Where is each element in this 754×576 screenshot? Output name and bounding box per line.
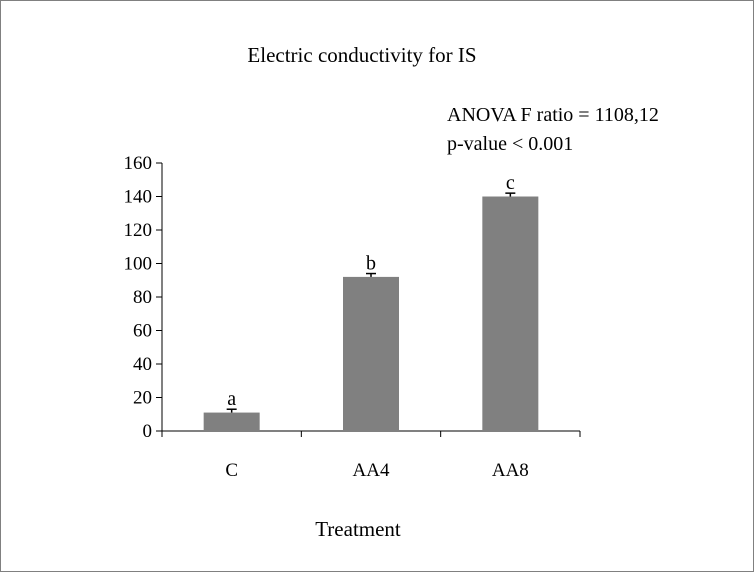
significance-letter: a [227, 388, 236, 410]
significance-letter: b [366, 253, 376, 275]
y-tick-label: 80 [133, 287, 152, 308]
plot-area: 0 20 40 60 80 100 120 140 160 a Cb AA4 c AA8 [124, 153, 581, 481]
x-tick-label: AA4 [353, 460, 390, 481]
bar-aa8 [482, 196, 539, 431]
p-value-annotation: p-value < 0.001 [447, 133, 573, 155]
anova-annotation: ANOVA F ratio = 1108,12 [447, 104, 659, 126]
chart-title: Electric conductivity for IS [247, 43, 476, 67]
y-tick-label: 40 [133, 354, 152, 375]
y-tick-label: 100 [124, 254, 153, 275]
x-tick-label: C [225, 460, 238, 481]
y-tick-label: 140 [124, 187, 153, 208]
y-tick-label: 0 [143, 421, 153, 442]
bar-aa4 [343, 276, 399, 431]
y-tick-label: 60 [133, 321, 152, 342]
y-tick-label: 120 [124, 220, 153, 241]
x-tick-label: AA8 [492, 460, 529, 481]
significance-letter: c [506, 172, 515, 194]
bar-c [203, 412, 260, 431]
y-tick-label: 160 [124, 153, 153, 174]
x-axis-label: Treatment [315, 517, 401, 541]
y-tick-label: 20 [133, 388, 152, 409]
